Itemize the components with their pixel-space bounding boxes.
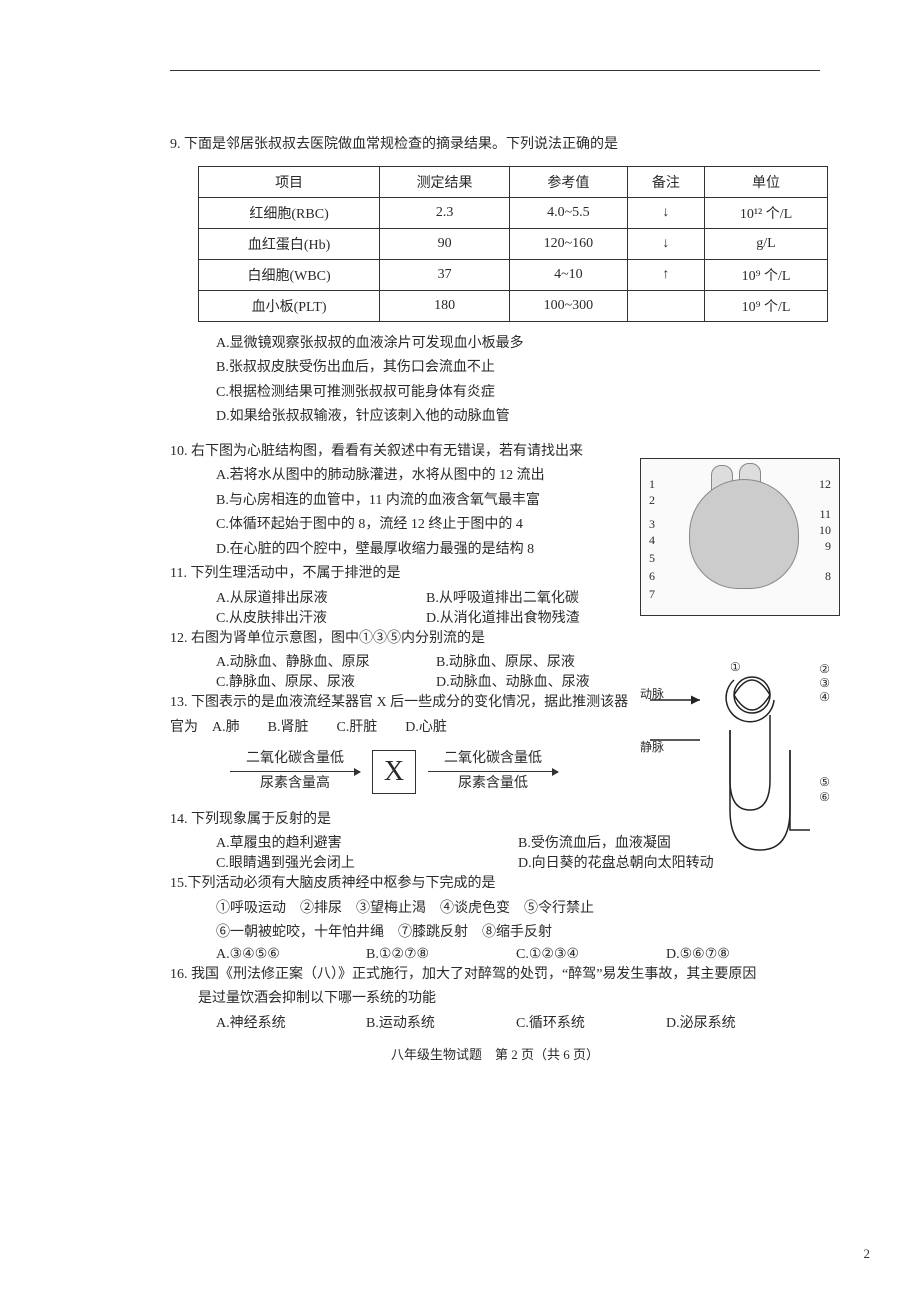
q9-opt-b: B.张叔叔皮肤受伤出血后，其伤口会流血不止 xyxy=(216,356,820,381)
q10-opt-b: B.与心房相连的血管中，11 内流的血液含氧气最丰富 xyxy=(216,489,590,514)
heart-num-12: 12 xyxy=(819,477,831,492)
q9-opt-c: C.根据检测结果可推测张叔叔可能身体有炎症 xyxy=(216,381,820,406)
heart-num-9: 9 xyxy=(825,539,831,554)
heart-num-5: 5 xyxy=(649,551,655,566)
nephron-num-6: ⑥ xyxy=(819,790,830,805)
th-ref: 参考值 xyxy=(510,166,628,197)
cell: 10⁹ 个/L xyxy=(704,290,827,321)
table-row: 血红蛋白(Hb) 90 120~160 ↓ g/L xyxy=(199,228,828,259)
q16-opt-a: A.神经系统 xyxy=(216,1012,366,1032)
heart-num-1: 1 xyxy=(649,477,655,492)
table-row: 白细胞(WBC) 37 4~10 ↑ 10⁹ 个/L xyxy=(199,259,828,290)
q10-13-block: 1 2 3 4 5 6 7 12 11 10 9 8 xyxy=(170,440,820,796)
cell: 120~160 xyxy=(510,228,628,259)
nephron-num-1: ① xyxy=(730,660,741,675)
q9-stem: 9. 下面是邻居张叔叔去医院做血常规检查的摘录结果。下列说法正确的是 xyxy=(170,133,820,158)
q13-left-bot: 尿素含量高 xyxy=(260,773,330,795)
q11-opt-a: A.从尿道排出尿液 xyxy=(216,587,426,607)
cell: 血红蛋白(Hb) xyxy=(199,228,380,259)
nephron-label-vein: 静脉 xyxy=(640,738,664,755)
nephron-num-2: ② xyxy=(819,662,830,677)
q9-table: 项目 测定结果 参考值 备注 单位 红细胞(RBC) 2.3 4.0~5.5 ↓… xyxy=(198,166,828,322)
cell: ↓ xyxy=(627,197,704,228)
q16-opt-c: C.循环系统 xyxy=(516,1012,666,1032)
nephron-figure: 动脉 静脉 ② ① ③ ④ ⑤ ⑥ xyxy=(640,660,840,870)
q16-opt-b: B.运动系统 xyxy=(366,1012,516,1032)
cell: 10¹² 个/L xyxy=(704,197,827,228)
heart-num-6: 6 xyxy=(649,569,655,584)
question-9: 9. 下面是邻居张叔叔去医院做血常规检查的摘录结果。下列说法正确的是 项目 测定… xyxy=(170,133,820,430)
q12-opt-c: C.静脉血、原尿、尿液 xyxy=(216,671,436,691)
q11-opt-d: D.从消化道排出食物残渣 xyxy=(426,607,636,627)
q15-items-2: ⑥一朝被蛇咬，十年怕井绳 ⑦膝跳反射 ⑧缩手反射 xyxy=(216,921,820,946)
top-rule xyxy=(170,70,820,71)
q15-opt-a: A.③④⑤⑥ xyxy=(216,946,366,963)
heart-num-2: 2 xyxy=(649,493,655,508)
cell: 血小板(PLT) xyxy=(199,290,380,321)
q12-opt-a: A.动脉血、静脉血、原尿 xyxy=(216,651,436,671)
q13-right-top: 二氧化碳含量低 xyxy=(444,748,542,770)
th-result: 测定结果 xyxy=(380,166,510,197)
q9-opt-d: D.如果给张叔叔输液，针应该刺入他的动脉血管 xyxy=(216,405,820,430)
q15-opt-b: B.①②⑦⑧ xyxy=(366,946,516,963)
cell: 4~10 xyxy=(510,259,628,290)
cell: 90 xyxy=(380,228,510,259)
q13-left-col: 二氧化碳含量低 尿素含量高 xyxy=(230,748,360,796)
page-footer: 八年级生物试题 第 2 页（共 6 页） xyxy=(170,1044,820,1063)
page-number: 2 xyxy=(864,1246,871,1262)
q11-opt-b: B.从呼吸道排出二氧化碳 xyxy=(426,587,636,607)
q15-stem: 15.下列活动必须有大脑皮质神经中枢参与下完成的是 xyxy=(170,872,820,897)
table-row: 红细胞(RBC) 2.3 4.0~5.5 ↓ 10¹² 个/L xyxy=(199,197,828,228)
cell: 180 xyxy=(380,290,510,321)
q16-stem-2: 是过量饮酒会抑制以下哪一系统的功能 xyxy=(198,987,820,1012)
q12-opt-b: B.动脉血、原尿、尿液 xyxy=(436,651,656,671)
q10-opt-d: D.在心脏的四个腔中，壁最厚收缩力最强的是结构 8 xyxy=(216,538,590,563)
th-item: 项目 xyxy=(199,166,380,197)
q10-opt-c: C.体循环起始于图中的 8，流经 12 终止于图中的 4 xyxy=(216,513,590,538)
cell: 4.0~5.5 xyxy=(510,197,628,228)
nephron-label-artery: 动脉 xyxy=(640,685,664,702)
exam-page: 9. 下面是邻居张叔叔去医院做血常规检查的摘录结果。下列说法正确的是 项目 测定… xyxy=(0,0,920,1063)
heart-num-8: 8 xyxy=(825,569,831,584)
heart-num-7: 7 xyxy=(649,587,655,602)
th-unit: 单位 xyxy=(704,166,827,197)
q11-opt-c: C.从皮肤排出汗液 xyxy=(216,607,426,627)
th-note: 备注 xyxy=(627,166,704,197)
q16-stem-1: 16. 我国《刑法修正案（八）》正式施行，加大了对醉驾的处罚，“醉驾”易发生事故… xyxy=(170,963,820,988)
nephron-num-5: ⑤ xyxy=(819,775,830,790)
heart-num-4: 4 xyxy=(649,533,655,548)
nephron-num-3: ③ xyxy=(819,676,830,691)
nephron-num-4: ④ xyxy=(819,690,830,705)
q13-right-bot: 尿素含量低 xyxy=(458,773,528,795)
cell: 100~300 xyxy=(510,290,628,321)
q15-items-1: ①呼吸运动 ②排尿 ③望梅止渴 ④谈虎色变 ⑤令行禁止 xyxy=(216,897,820,922)
table-row: 血小板(PLT) 180 100~300 10⁹ 个/L xyxy=(199,290,828,321)
cell: 37 xyxy=(380,259,510,290)
cell: 白细胞(WBC) xyxy=(199,259,380,290)
q15-opt-d: D.⑤⑥⑦⑧ xyxy=(666,946,816,963)
cell: ↓ xyxy=(627,228,704,259)
q10-opt-a: A.若将水从图中的肺动脉灌进，水将从图中的 12 流出 xyxy=(216,464,590,489)
heart-figure: 1 2 3 4 5 6 7 12 11 10 9 8 xyxy=(640,458,840,616)
heart-num-10: 10 xyxy=(819,523,831,538)
cell: ↑ xyxy=(627,259,704,290)
cell: g/L xyxy=(704,228,827,259)
heart-num-11: 11 xyxy=(819,507,831,522)
q14-opt-a: A.草履虫的趋利避害 xyxy=(216,832,518,852)
q9-opt-a: A.显微镜观察张叔叔的血液涂片可发现血小板最多 xyxy=(216,332,820,357)
q13-x-box: X xyxy=(372,750,416,794)
cell: 10⁹ 个/L xyxy=(704,259,827,290)
q13-right-col: 二氧化碳含量低 尿素含量低 xyxy=(428,748,558,796)
q16-opt-d: D.泌尿系统 xyxy=(666,1012,816,1032)
heart-num-3: 3 xyxy=(649,517,655,532)
q15-opt-c: C.①②③④ xyxy=(516,946,666,963)
q14-opt-c: C.眼睛遇到强光会闭上 xyxy=(216,852,518,872)
cell: 红细胞(RBC) xyxy=(199,197,380,228)
q12-stem: 12. 右图为肾单位示意图，图中①③⑤内分别流的是 xyxy=(170,627,820,652)
q13-left-top: 二氧化碳含量低 xyxy=(246,748,344,770)
cell xyxy=(627,290,704,321)
q13-stem: 13. 下图表示的是血液流经某器官 X 后一些成分的变化情况，据此推测该器官为 … xyxy=(170,691,630,740)
cell: 2.3 xyxy=(380,197,510,228)
q12-opt-d: D.动脉血、动脉血、尿液 xyxy=(436,671,656,691)
